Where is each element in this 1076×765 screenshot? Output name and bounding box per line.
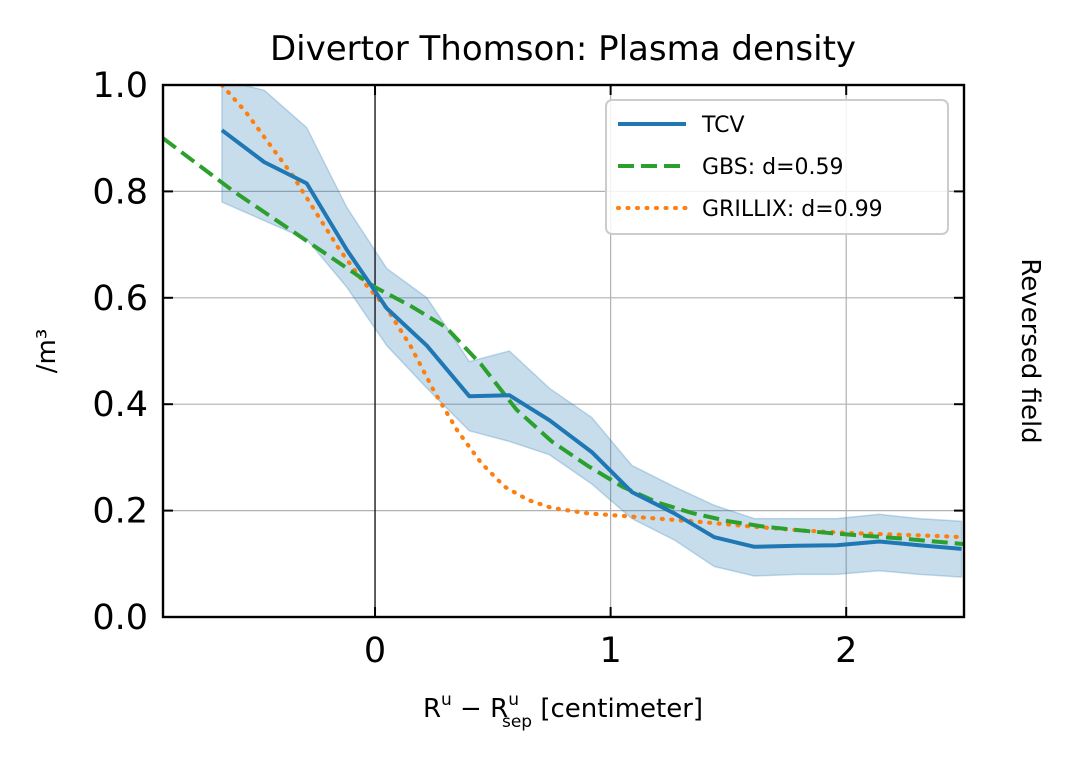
y-tick-label: 1.0 [92,66,148,106]
x-tick-label: 1 [599,631,621,671]
y-tick-label: 0.4 [92,385,148,425]
x-axis-label-unit: [centimeter] [532,694,703,724]
y-tick-label: 0.8 [92,172,148,212]
y-tick-label: 0.2 [92,492,148,532]
x-axis-label-minus: − [452,694,490,724]
x-axis-label-sup1: u [441,690,452,710]
x-tick-label: 2 [835,631,857,671]
x-axis-label-sub2: sep [502,712,532,732]
plot-frame [161,83,966,619]
x-axis-label-sup2: u [508,690,519,710]
plot-area [163,85,964,617]
y-axis-label: /m³ [32,329,62,374]
y-tick-label: 0.0 [92,598,148,638]
series-line-1 [163,136,964,547]
legend-label-0: TCV [701,113,745,138]
axes: 0 1 2 0.0 0.2 0.4 0.6 0.8 1.0 [92,66,966,671]
right-side-label: Reversed field [1015,258,1045,443]
x-tick-label: 0 [364,631,386,671]
legend-label-1: GBS: d=0.59 [702,155,844,180]
x-axis-label-r2: R [490,694,508,724]
series-line-2 [219,85,964,540]
series-line-0 [220,128,962,551]
chart-title: Divertor Thomson: Plasma density [270,29,856,69]
legend-label-2: GRILLIX: d=0.99 [702,197,883,222]
x-axis-label: Ru − Ru sep [centimeter] [423,690,703,732]
legend-box [605,99,949,235]
legend: TCV GBS: d=0.59 GRILLIX: d=0.99 [605,99,949,235]
y-tick-label: 0.6 [92,279,148,319]
x-axis-label-r1: R [423,694,441,724]
tcv-uncertainty-band [221,85,963,578]
